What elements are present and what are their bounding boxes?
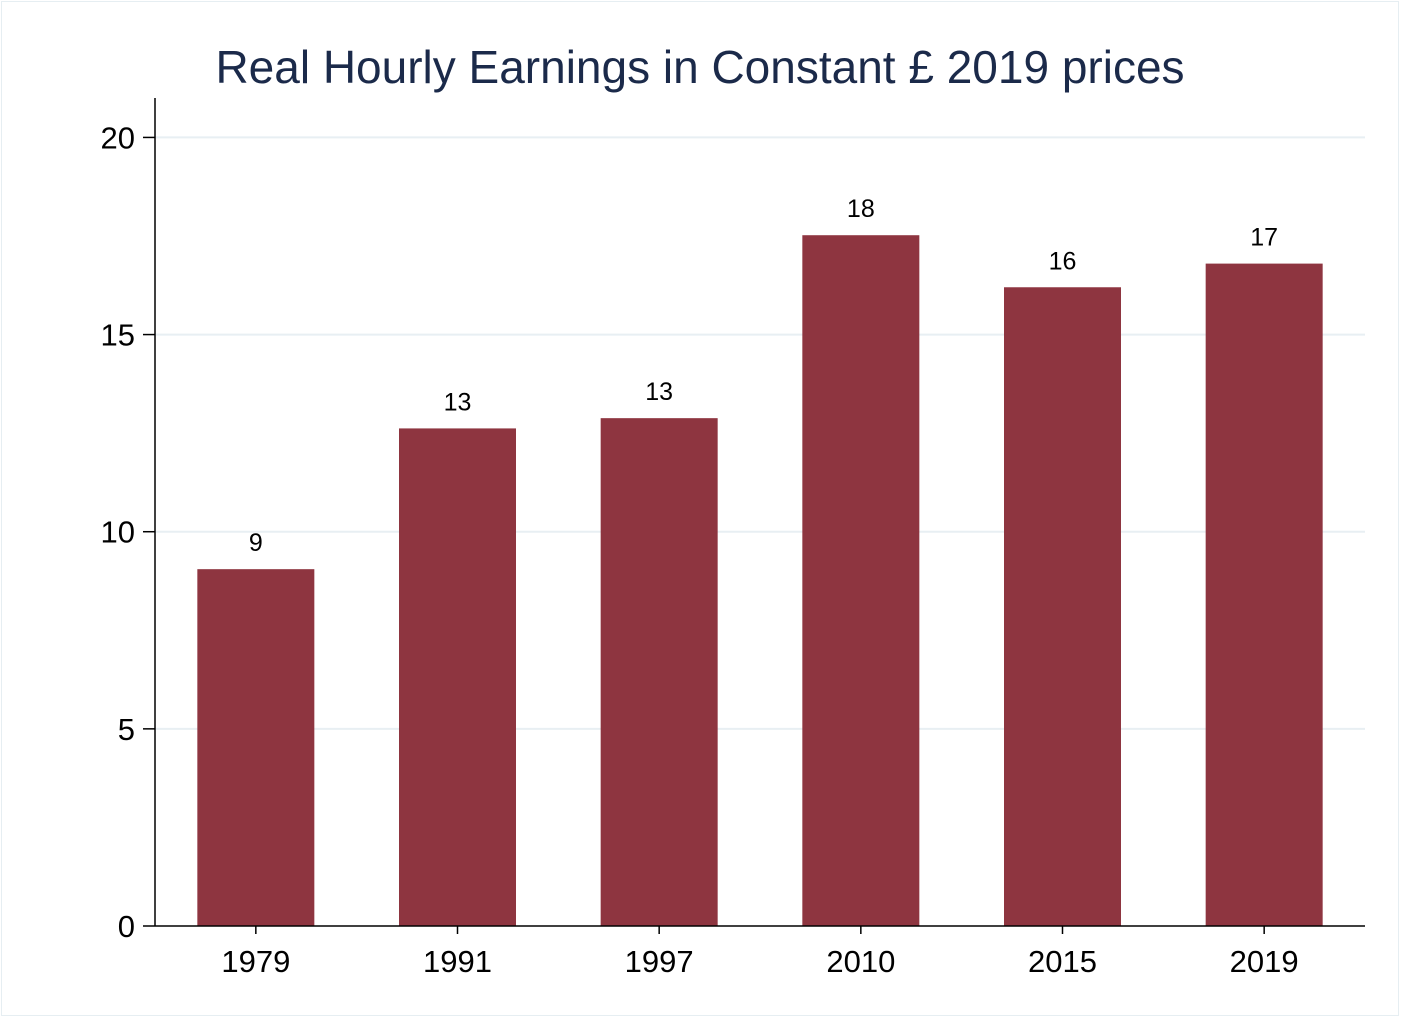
- x-tick-label-1997: 1997: [625, 944, 694, 979]
- data-label-2010: 18: [847, 195, 875, 223]
- data-labels: 9 13 13 18 16 17: [249, 195, 1278, 557]
- y-tick-label-20: 20: [101, 120, 135, 155]
- bar-2015: [1004, 287, 1121, 926]
- bar-1991: [399, 428, 516, 926]
- bar-1997: [600, 418, 718, 926]
- bars: [197, 235, 1323, 927]
- y-tick-label-15: 15: [101, 318, 135, 353]
- x-tick-label-2010: 2010: [826, 944, 895, 979]
- data-label-1991: 13: [444, 388, 472, 416]
- bar-2019: [1205, 263, 1323, 927]
- x-tick-label-1979: 1979: [221, 944, 290, 979]
- data-label-2015: 16: [1049, 247, 1077, 275]
- grid-lines: [155, 136, 1365, 730]
- y-tick-label-5: 5: [118, 712, 135, 747]
- bar-1979: [197, 569, 315, 926]
- x-tick-label-2019: 2019: [1230, 944, 1299, 979]
- x-tick-label-1991: 1991: [423, 944, 492, 979]
- data-label-1997: 13: [645, 378, 673, 406]
- y-tick-label-0: 0: [118, 909, 135, 944]
- axes: 1979 1991 1997 2010 2015 2019 0 5 10 15 20: [101, 98, 1365, 979]
- x-tick-label-2015: 2015: [1028, 944, 1097, 979]
- y-tick-label-10: 10: [101, 515, 135, 550]
- bar-2010: [802, 235, 920, 926]
- data-label-2019: 17: [1250, 224, 1278, 252]
- chart-title: Real Hourly Earnings in Constant £ 2019 …: [215, 41, 1184, 93]
- data-label-1979: 9: [249, 529, 263, 557]
